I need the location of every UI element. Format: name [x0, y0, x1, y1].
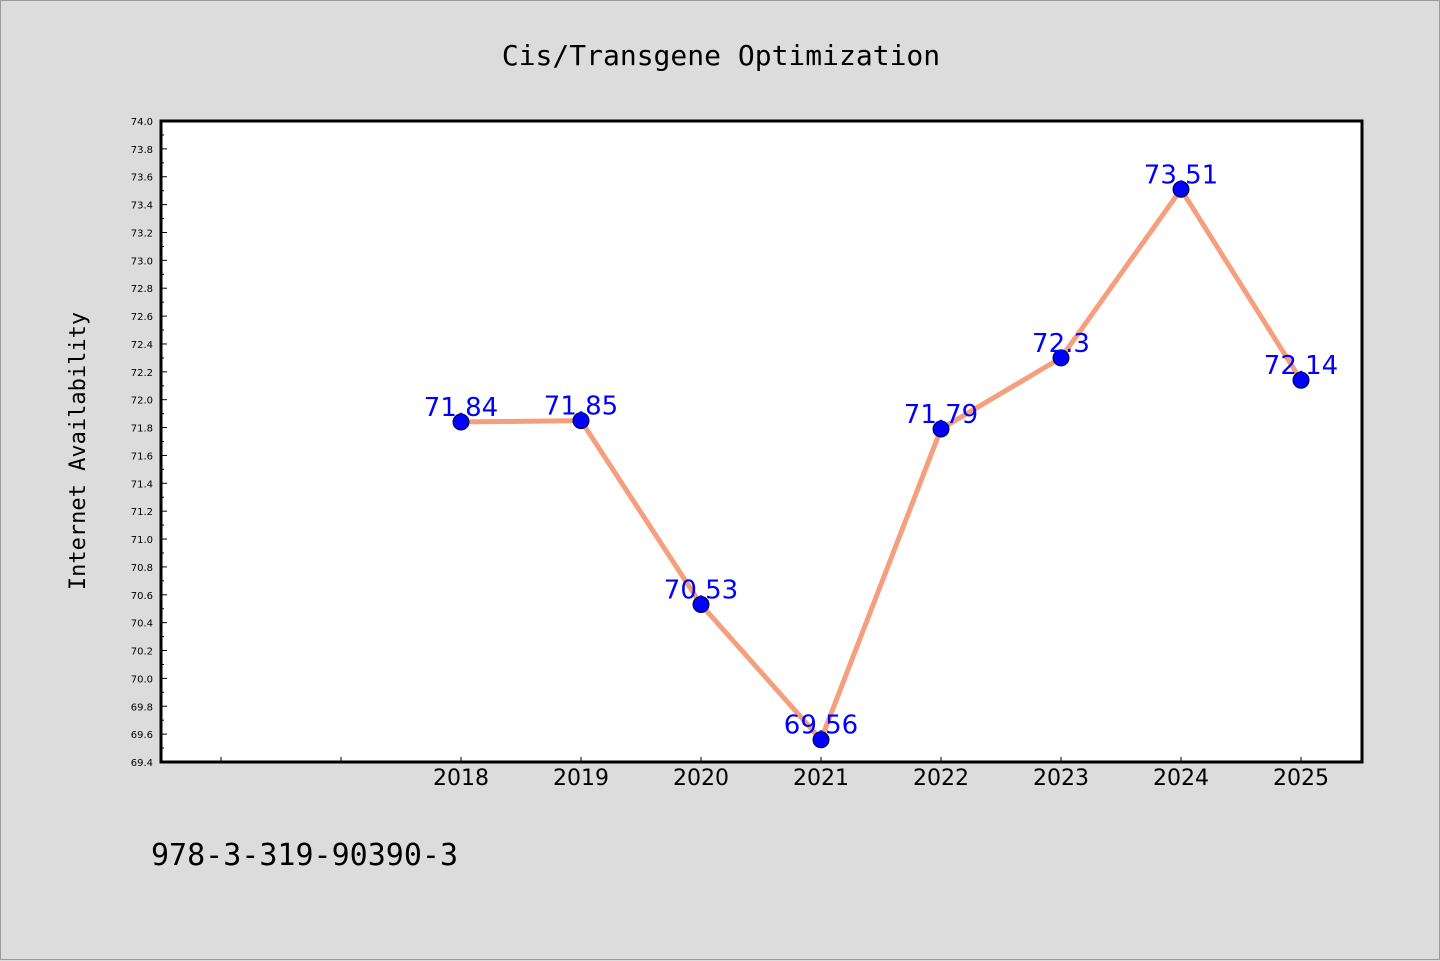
- y-tick-label: 73.6: [131, 173, 153, 184]
- x-tick-label: 2019: [553, 766, 609, 791]
- y-tick-label: 71.2: [131, 507, 153, 518]
- y-tick-label: 74.0: [131, 117, 153, 128]
- y-tick-label: 73.4: [131, 201, 153, 212]
- data-label: 72.14: [1264, 351, 1338, 381]
- data-label: 71.84: [424, 393, 498, 423]
- data-point: [1172, 180, 1190, 198]
- y-tick-label: 71.0: [131, 535, 153, 546]
- y-tick-label: 69.6: [131, 730, 153, 741]
- y-tick-label: 73.0: [131, 256, 153, 267]
- y-tick-label: 70.8: [131, 563, 153, 574]
- data-label: 71.85: [544, 392, 618, 422]
- data-label: 71.79: [904, 400, 978, 430]
- x-tick-label: 2018: [433, 766, 489, 791]
- data-point: [572, 412, 590, 430]
- y-tick-label: 72.4: [131, 340, 153, 351]
- x-tick-label: 2021: [793, 766, 849, 791]
- series-layer: 71.84 71.85 70.53 69.56 71.79 72.3 73.51 72.14: [424, 160, 1338, 749]
- y-tick-label: 70.2: [131, 647, 153, 658]
- chart-title: Cis/Transgene Optimization: [502, 39, 940, 72]
- y-tick-label: 72.8: [131, 284, 153, 295]
- y-tick-label: 71.6: [131, 451, 153, 462]
- series-line: [458, 186, 1304, 743]
- data-point: [692, 596, 710, 614]
- data-point: [1292, 371, 1310, 389]
- data-point: [1052, 349, 1070, 367]
- y-tick-label: 71.4: [131, 479, 153, 490]
- x-axis: 2018 2019 2020 2021 2022 2023 2024 2025: [220, 757, 1329, 791]
- data-label: 73.51: [1144, 160, 1218, 190]
- y-tick-label: 72.2: [131, 368, 153, 379]
- data-label: 69.56: [784, 711, 858, 741]
- x-tick-label: 2024: [1153, 766, 1209, 791]
- footer-isbn: 978-3-319-90390-3: [151, 838, 458, 873]
- y-tick-label: 70.4: [131, 619, 153, 630]
- y-axis: 69.4 69.6 69.8 70.0 70.2 70.4 70.6 70.8 71.0 71.2…: [131, 117, 167, 769]
- data-point: [812, 731, 830, 749]
- y-axis-label: Internet Availability: [66, 312, 91, 590]
- data-label: 72.3: [1032, 329, 1090, 359]
- data-point: [932, 420, 950, 438]
- x-tick-label: 2020: [673, 766, 729, 791]
- data-label: 70.53: [664, 576, 738, 606]
- y-tick-label: 73.8: [131, 145, 153, 156]
- plot-area: [159, 119, 1364, 764]
- data-point: [452, 413, 470, 431]
- y-tick-label: 71.8: [131, 424, 153, 435]
- y-tick-label: 70.0: [131, 674, 153, 685]
- y-tick-label: 69.8: [131, 702, 153, 713]
- y-tick-label: 73.2: [131, 228, 153, 239]
- x-tick-label: 2025: [1273, 766, 1329, 791]
- y-tick-label: 72.6: [131, 312, 153, 323]
- x-tick-label: 2023: [1033, 766, 1089, 791]
- y-tick-label: 69.4: [131, 758, 153, 769]
- y-tick-label: 70.6: [131, 591, 153, 602]
- y-tick-label: 72.0: [131, 396, 153, 407]
- x-tick-label: 2022: [913, 766, 969, 791]
